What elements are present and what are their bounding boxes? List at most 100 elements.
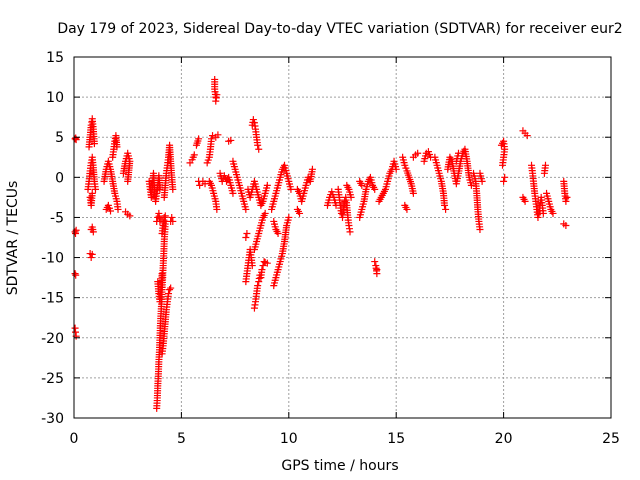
data-point (263, 259, 271, 267)
data-point (258, 266, 266, 274)
y-axis-ticks: 15 10 5 0 -5 -10 -15 -20 -25 -30 (41, 50, 611, 427)
data-point (521, 197, 529, 205)
plot-frame (73, 56, 612, 419)
data-point (296, 209, 304, 217)
data-point (107, 207, 115, 215)
data-point (254, 282, 262, 290)
data-point (190, 151, 198, 159)
data-point (562, 221, 570, 229)
data-point (242, 234, 250, 241)
data-point (274, 229, 282, 237)
y-tick-label: -10 (41, 251, 64, 267)
data-point (287, 185, 295, 193)
y-tick-label: 0 (55, 170, 64, 186)
x-tick-label: 20 (495, 431, 513, 447)
data-point (114, 205, 122, 213)
data-point (207, 135, 215, 143)
data-point (499, 161, 507, 169)
data-point (169, 217, 177, 225)
data-point (261, 209, 269, 217)
data-point (168, 213, 176, 221)
data-point (562, 197, 570, 205)
data-point (441, 201, 449, 209)
y-tick-label: 15 (46, 50, 64, 66)
data-point (501, 173, 509, 181)
data-point (72, 328, 80, 336)
data-point (534, 213, 542, 221)
data-point (392, 165, 400, 173)
data-point (87, 254, 95, 262)
data-point (166, 286, 174, 294)
y-tick-label: -20 (41, 331, 64, 347)
y-tick-label: -15 (41, 291, 64, 307)
data-point (72, 271, 80, 279)
data-point (195, 135, 203, 143)
data-point (88, 250, 96, 258)
data-point (242, 205, 250, 213)
data-point (414, 149, 422, 157)
data-point (90, 140, 98, 148)
data-point (523, 132, 531, 140)
data-point (89, 228, 97, 236)
data-point (308, 165, 316, 173)
data-point (124, 177, 132, 185)
data-point (214, 131, 222, 139)
data-point (249, 116, 257, 124)
data-point (454, 149, 462, 157)
x-tick-label: 10 (280, 431, 298, 447)
data-point (72, 229, 80, 237)
data-point (371, 185, 379, 193)
y-tick-label: -30 (41, 411, 64, 427)
x-axis-ticks: 0 5 10 15 20 25 (70, 57, 620, 447)
data-point (347, 193, 355, 201)
data-point (478, 177, 486, 185)
data-point (285, 213, 293, 221)
data-point (500, 177, 508, 185)
data-point (71, 135, 79, 143)
data-point (358, 181, 366, 189)
chart-title: Day 179 of 2023, Sidereal Day-to-day VTE… (57, 21, 622, 37)
data-point (467, 181, 475, 189)
data-point (371, 258, 379, 266)
x-tick-label: 0 (70, 431, 79, 447)
data-point (91, 185, 99, 193)
data-point (227, 136, 235, 144)
data-point (161, 212, 169, 220)
y-tick-label: 10 (46, 90, 64, 106)
data-point (158, 270, 166, 278)
data-point (563, 193, 571, 201)
data-point (255, 145, 263, 153)
data-point (260, 258, 268, 266)
data-point (126, 212, 134, 220)
data-point (243, 229, 251, 237)
data-point (160, 213, 168, 221)
data-point (88, 189, 96, 197)
data-point (409, 189, 417, 197)
y-axis-label: SDTVAR / TECUs (5, 181, 21, 296)
data-point (373, 266, 381, 274)
data-point (403, 205, 411, 213)
x-tick-label: 25 (602, 431, 620, 447)
data-point (71, 270, 79, 278)
data-point (476, 225, 484, 233)
data-point (254, 141, 262, 149)
data-point (113, 143, 121, 151)
y-tick-label: 5 (55, 130, 64, 146)
data-point (169, 185, 177, 193)
y-tick-label: -25 (41, 371, 64, 387)
data-point (165, 290, 173, 298)
y-tick-label: -5 (50, 210, 64, 226)
data-point (346, 228, 354, 236)
x-tick-label: 15 (387, 431, 405, 447)
data-point (248, 262, 256, 270)
data-point (196, 181, 204, 189)
data-point (549, 209, 557, 217)
data-point (229, 189, 237, 197)
data-point (213, 205, 221, 213)
grid (74, 57, 611, 418)
data-point (209, 132, 217, 140)
data-point (539, 209, 547, 217)
data-points (71, 75, 571, 412)
data-point (167, 284, 175, 292)
